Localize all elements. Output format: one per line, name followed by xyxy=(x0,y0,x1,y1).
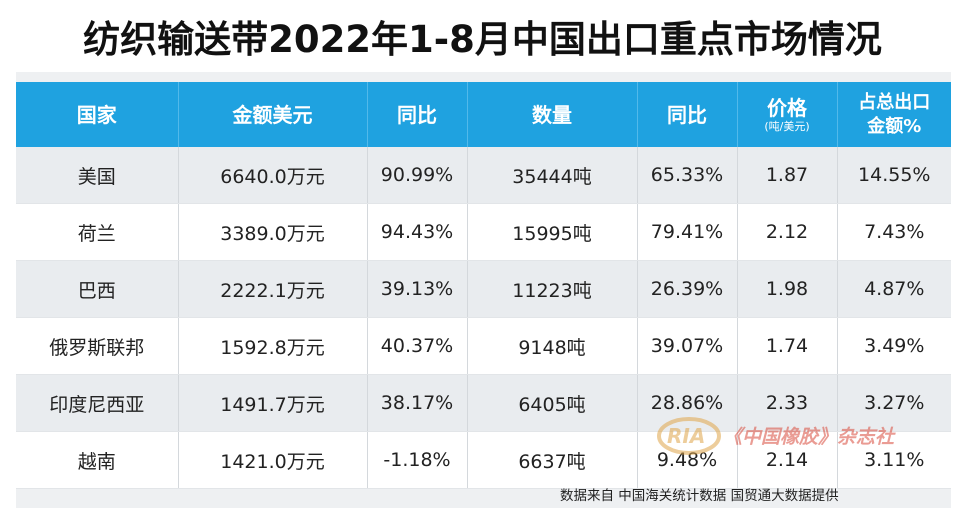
cell-country: 美国 xyxy=(16,147,179,204)
cell-yoy1: 40.37% xyxy=(367,317,468,375)
cell-yoy2: 39.07% xyxy=(637,317,738,375)
cell-country: 巴西 xyxy=(16,260,179,318)
cell-quantity: 9148吨 xyxy=(467,317,638,375)
cell-share: 14.55% xyxy=(837,147,951,204)
cell-amount: 2222.1万元 xyxy=(178,260,368,318)
header-amount: 金额美元 xyxy=(178,82,368,147)
cell-yoy2: 28.86% xyxy=(637,374,738,432)
header-quantity: 数量 xyxy=(467,82,638,147)
cell-quantity: 6637吨 xyxy=(467,431,638,489)
header-share: 占总出口 金额% xyxy=(837,82,951,147)
cell-price: 1.98 xyxy=(737,260,838,318)
cell-yoy1: 94.43% xyxy=(367,203,468,261)
cell-share: 3.27% xyxy=(837,374,951,432)
cell-quantity: 6405吨 xyxy=(467,374,638,432)
cell-country: 越南 xyxy=(16,431,179,489)
table-row: 印度尼西亚 1491.7万元 38.17% 6405吨 28.86% 2.33 3.27% xyxy=(16,374,951,432)
cell-price: 2.14 xyxy=(737,431,838,489)
cell-amount: 1592.8万元 xyxy=(178,317,368,375)
cell-amount: 1421.0万元 xyxy=(178,431,368,489)
cell-quantity: 35444吨 xyxy=(467,147,638,204)
header-country: 国家 xyxy=(16,82,179,147)
cell-share: 4.87% xyxy=(837,260,951,318)
page-title: 纺织输送带2022年1-8月中国出口重点市场情况 xyxy=(83,18,882,61)
table-header-row: 国家 金额美元 同比 数量 同比 价格 (吨/美元) 占总出口 金额% xyxy=(16,82,951,147)
cell-yoy2: 26.39% xyxy=(637,260,738,318)
header-share-line1: 占总出口 xyxy=(858,91,931,113)
cell-share: 7.43% xyxy=(837,203,951,261)
cell-share: 3.49% xyxy=(837,317,951,375)
cell-price: 1.87 xyxy=(737,147,838,204)
cell-country: 荷兰 xyxy=(16,203,179,261)
cell-yoy1: -1.18% xyxy=(367,431,468,489)
cell-yoy2: 79.41% xyxy=(637,203,738,261)
table-row: 俄罗斯联邦 1592.8万元 40.37% 9148吨 39.07% 1.74 3.49% xyxy=(16,317,951,375)
table-row: 越南 1421.0万元 -1.18% 6637吨 9.48% 2.14 3.11% xyxy=(16,431,951,489)
table-row: 荷兰 3389.0万元 94.43% 15995吨 79.41% 2.12 7.43% xyxy=(16,203,951,261)
header-price-unit: (吨/美元) xyxy=(764,120,810,133)
cell-amount: 1491.7万元 xyxy=(178,374,368,432)
table-row: 美国 6640.0万元 90.99% 35444吨 65.33% 1.87 14.55% xyxy=(16,147,951,204)
cell-amount: 6640.0万元 xyxy=(178,147,368,204)
cell-price: 1.74 xyxy=(737,317,838,375)
cell-yoy1: 90.99% xyxy=(367,147,468,204)
header-price: 价格 (吨/美元) xyxy=(737,82,838,147)
cell-yoy2: 65.33% xyxy=(637,147,738,204)
cell-share: 3.11% xyxy=(837,431,951,489)
cell-price: 2.33 xyxy=(737,374,838,432)
cell-quantity: 11223吨 xyxy=(467,260,638,318)
cell-price: 2.12 xyxy=(737,203,838,261)
cell-quantity: 15995吨 xyxy=(467,203,638,261)
export-market-table: 国家 金额美元 同比 数量 同比 价格 (吨/美元) 占总出口 金额% 美国 66… xyxy=(16,82,951,489)
header-price-label: 价格 xyxy=(767,96,807,120)
cell-yoy1: 39.13% xyxy=(367,260,468,318)
cell-yoy1: 38.17% xyxy=(367,374,468,432)
cell-yoy2: 9.48% xyxy=(637,431,738,489)
cell-country: 俄罗斯联邦 xyxy=(16,317,179,375)
header-yoy-quantity: 同比 xyxy=(637,82,738,147)
table-row: 巴西 2222.1万元 39.13% 11223吨 26.39% 1.98 4.87% xyxy=(16,260,951,318)
source-note: 数据来自 中国海关统计数据 国贸通大数据提供 xyxy=(560,488,839,504)
header-share-line2: 金额% xyxy=(867,115,922,137)
cell-amount: 3389.0万元 xyxy=(178,203,368,261)
cell-country: 印度尼西亚 xyxy=(16,374,179,432)
header-yoy-amount: 同比 xyxy=(367,82,468,147)
